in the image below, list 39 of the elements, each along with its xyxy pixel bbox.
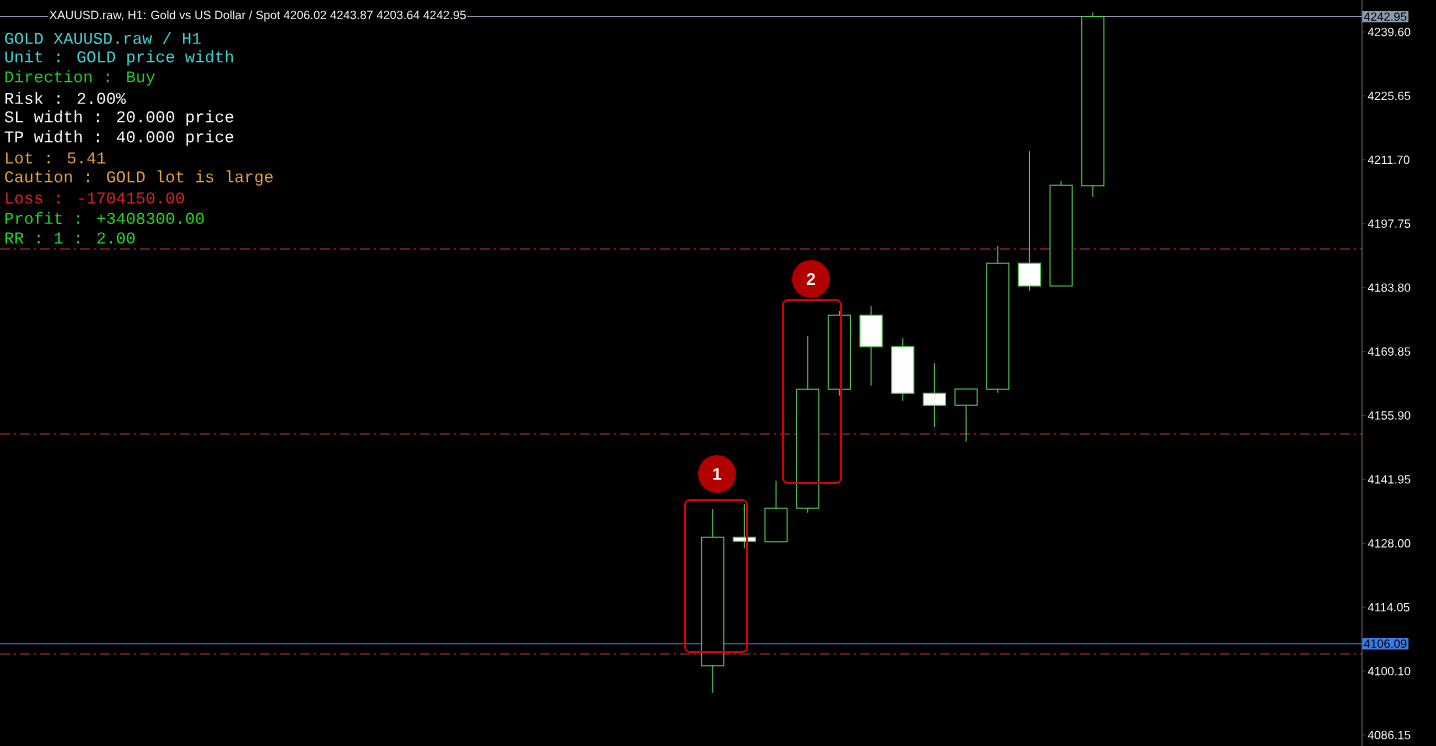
y-tick-label: 4169.85 [1367,347,1411,356]
annotation: RR : 1 : 2.00 [5,232,135,244]
annotation: 2 [806,273,816,285]
y-tick-label: 4183.80 [1367,283,1411,292]
annotation: TP width : 40.000 price [4,130,234,146]
candlestick [859,305,883,387]
y-tick-label: 4211.70 [1367,155,1410,165]
candlestick [796,335,820,514]
text: XAUUSD.raw, H1: Gold vs US Dollar / Spot 4206.02 4243.87 4203.64 4242.95 [49,10,466,22]
annotation: Caution : GOLD lot is large [5,170,273,186]
y-tick-label: 4197.75 [1367,219,1411,228]
candlestick [891,337,915,402]
y-tick-label: 4155.90 [1367,411,1411,420]
candlestick [986,245,1010,394]
annotation: Risk : 2.00% [5,91,126,105]
candlestick [1049,180,1073,287]
annotation: Profit : +3408300.00 [5,211,204,225]
y-tick-label: 4225.65 [1367,91,1411,101]
candlestick [954,388,978,443]
y-tick-label: 4239.60 [1367,27,1411,37]
candlestick [1081,11,1105,198]
annotation: Direction : Buy [5,70,155,86]
candlestick [701,508,725,694]
y-tick-label: 4141.95 [1367,475,1411,484]
y-tick-label: 4114.05 [1367,602,1410,612]
candlestick [827,310,851,397]
annotation: Lot : 5.41 [6,152,106,164]
y-tick-label: 4128.00 [1367,539,1411,548]
annotation: Unit : GOLD price width [5,50,233,66]
ref-line-label: 4242.95 [1364,12,1407,21]
y-tick-label: 4100.10 [1367,666,1411,676]
y-tick-label: 4086.15 [1367,730,1411,740]
candlestick [764,480,788,543]
candlestick [922,362,947,428]
annotation: GOLD XAUUSD.raw / H1 [5,31,201,45]
annotation: 1 [713,468,722,480]
ref-line-label: 4106.09 [1364,639,1407,648]
annotation: SL width : 20.000 price [4,110,234,126]
annotation: Loss : -1704150.00 [6,192,185,204]
